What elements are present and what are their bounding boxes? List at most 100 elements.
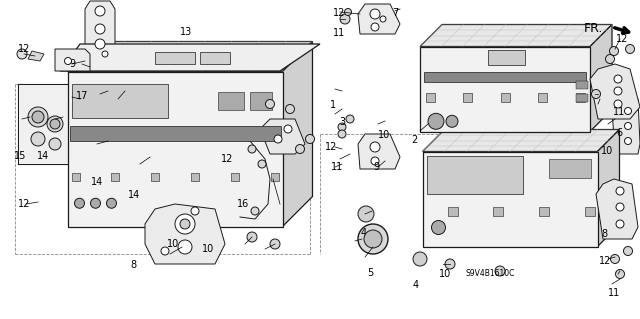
Text: 10: 10 <box>600 145 613 156</box>
Polygon shape <box>358 4 400 34</box>
Circle shape <box>611 255 620 263</box>
Bar <box>72 84 168 118</box>
Text: 10: 10 <box>438 269 451 279</box>
Bar <box>72 173 79 181</box>
Circle shape <box>31 132 45 146</box>
Circle shape <box>591 90 600 99</box>
Text: 11: 11 <box>331 161 344 172</box>
Polygon shape <box>590 64 640 119</box>
Text: 10: 10 <box>378 130 390 140</box>
Circle shape <box>413 252 427 266</box>
Text: 12: 12 <box>616 34 628 44</box>
Circle shape <box>625 122 632 130</box>
Bar <box>493 207 503 216</box>
Circle shape <box>95 24 105 34</box>
Bar <box>70 126 280 141</box>
Polygon shape <box>85 1 115 61</box>
Polygon shape <box>420 25 612 47</box>
Bar <box>538 93 547 102</box>
Text: 14: 14 <box>37 151 50 161</box>
Circle shape <box>340 14 350 24</box>
Bar <box>576 93 588 101</box>
Text: 11: 11 <box>613 107 626 117</box>
Circle shape <box>625 108 632 115</box>
Text: 10: 10 <box>202 244 214 254</box>
Text: 12: 12 <box>598 256 611 266</box>
Polygon shape <box>67 41 312 71</box>
Bar <box>584 207 595 216</box>
Bar <box>111 173 119 181</box>
Bar <box>250 92 272 110</box>
Text: 6: 6 <box>616 128 623 138</box>
Circle shape <box>616 187 624 195</box>
Bar <box>151 173 159 181</box>
Circle shape <box>614 75 622 83</box>
Text: 9: 9 <box>69 59 76 69</box>
Circle shape <box>370 142 380 152</box>
Circle shape <box>180 219 190 229</box>
Text: 7: 7 <box>392 8 399 18</box>
Bar <box>230 173 239 181</box>
Circle shape <box>247 232 257 242</box>
Polygon shape <box>67 71 282 226</box>
Text: FR.: FR. <box>584 23 603 35</box>
Text: 12: 12 <box>324 142 337 152</box>
Bar <box>575 93 584 102</box>
Text: 16: 16 <box>237 199 250 209</box>
Circle shape <box>614 87 622 95</box>
Polygon shape <box>282 41 312 226</box>
Polygon shape <box>420 47 590 131</box>
Polygon shape <box>422 152 598 247</box>
Bar <box>500 93 509 102</box>
Circle shape <box>446 115 458 127</box>
Text: 10: 10 <box>166 239 179 249</box>
Text: 12: 12 <box>18 198 31 209</box>
Circle shape <box>364 230 382 248</box>
Bar <box>539 207 549 216</box>
Circle shape <box>32 111 44 123</box>
Bar <box>218 92 244 110</box>
Circle shape <box>338 123 346 131</box>
Text: 3: 3 <box>339 117 346 127</box>
Circle shape <box>47 116 63 132</box>
Bar <box>447 207 458 216</box>
Circle shape <box>258 160 266 168</box>
Circle shape <box>431 220 445 234</box>
Circle shape <box>65 57 72 64</box>
Polygon shape <box>422 130 620 152</box>
Circle shape <box>346 115 354 123</box>
Circle shape <box>371 23 379 31</box>
Circle shape <box>380 16 386 22</box>
Text: 9: 9 <box>373 161 380 172</box>
Circle shape <box>90 198 100 208</box>
Bar <box>18 84 73 164</box>
Circle shape <box>49 138 61 150</box>
Circle shape <box>285 105 294 114</box>
Circle shape <box>605 55 614 63</box>
Circle shape <box>178 240 192 254</box>
Circle shape <box>251 207 259 215</box>
Circle shape <box>358 206 374 222</box>
Circle shape <box>74 198 84 208</box>
Text: 1: 1 <box>330 100 336 110</box>
Bar <box>424 72 586 82</box>
Polygon shape <box>145 204 225 264</box>
Circle shape <box>358 224 388 254</box>
Circle shape <box>106 198 116 208</box>
Circle shape <box>50 119 60 129</box>
Text: 15: 15 <box>14 151 27 161</box>
Text: 11: 11 <box>608 288 621 299</box>
Polygon shape <box>55 49 90 71</box>
Text: 4: 4 <box>413 279 419 290</box>
Circle shape <box>495 266 505 276</box>
Circle shape <box>614 100 622 108</box>
Polygon shape <box>612 99 640 154</box>
Bar <box>155 52 195 64</box>
Text: 17: 17 <box>76 91 88 101</box>
Circle shape <box>625 137 632 145</box>
Bar <box>426 156 523 194</box>
Polygon shape <box>60 44 320 71</box>
Circle shape <box>616 270 625 278</box>
Circle shape <box>274 135 282 143</box>
Bar <box>191 173 199 181</box>
